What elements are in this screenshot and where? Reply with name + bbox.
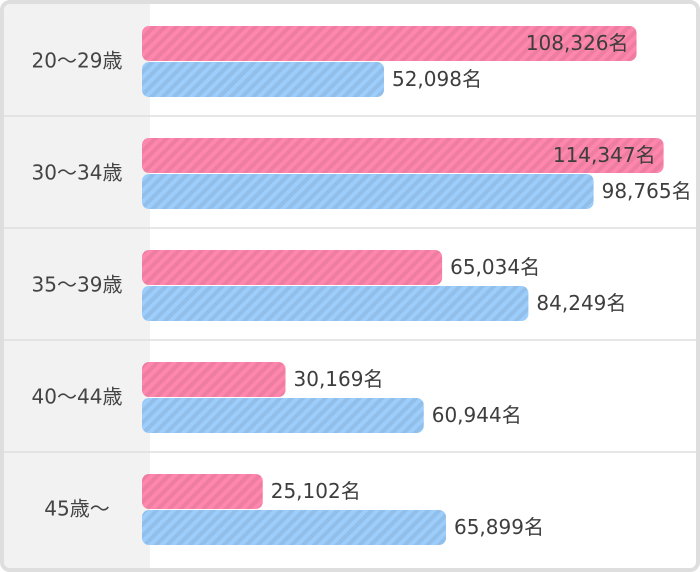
value-labels: 108,326名 52,098名 114,347名 98,765名 65,034名 84,… [271, 31, 692, 539]
category-label: 45歳～ [44, 497, 109, 521]
value-label: 108,326名 [526, 31, 629, 55]
row-dividers [4, 115, 696, 453]
category-label: 40～44歳 [32, 385, 123, 409]
value-label: 98,765名 [602, 179, 692, 203]
bar [142, 510, 446, 545]
horizontal-bar-chart: 20～29歳 30～34歳 35～39歳 40～44歳 45歳～ 108,326名 52,… [4, 4, 696, 568]
category-label: 30～34歳 [32, 161, 123, 185]
value-label: 65,034名 [450, 255, 540, 279]
bar [142, 362, 286, 397]
value-label: 65,899名 [454, 515, 544, 539]
bar [142, 62, 384, 97]
category-label: 20～29歳 [32, 49, 123, 73]
bar [142, 138, 664, 173]
value-label: 60,944名 [432, 403, 522, 427]
category-labels: 20～29歳 30～34歳 35～39歳 40～44歳 45歳～ [32, 49, 123, 521]
value-label: 52,098名 [392, 67, 482, 91]
category-column-background [4, 4, 150, 568]
value-label: 84,249名 [536, 291, 626, 315]
bar [142, 474, 263, 509]
bars [142, 26, 664, 545]
bar [142, 26, 637, 61]
bar [142, 398, 424, 433]
category-label: 35～39歳 [32, 273, 123, 297]
value-label: 30,169名 [294, 367, 384, 391]
bar [142, 286, 529, 321]
bar [142, 250, 443, 285]
value-label: 25,102名 [271, 479, 361, 503]
bar [142, 174, 594, 209]
value-label: 114,347名 [553, 143, 656, 167]
